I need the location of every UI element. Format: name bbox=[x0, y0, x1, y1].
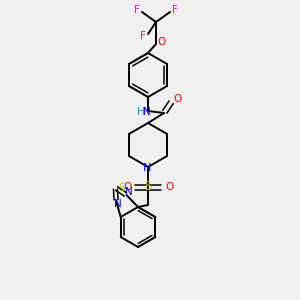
Text: N: N bbox=[143, 163, 151, 173]
Text: H: H bbox=[137, 107, 145, 117]
Text: F: F bbox=[172, 5, 178, 15]
Text: S: S bbox=[118, 183, 125, 193]
Text: N: N bbox=[143, 107, 151, 117]
Text: O: O bbox=[174, 94, 182, 104]
Text: F: F bbox=[134, 5, 140, 15]
Text: N: N bbox=[114, 199, 122, 209]
Text: S: S bbox=[144, 181, 152, 194]
Text: O: O bbox=[158, 37, 166, 47]
Text: O: O bbox=[165, 182, 173, 192]
Text: F: F bbox=[140, 31, 146, 41]
Text: O: O bbox=[123, 182, 131, 192]
Text: N: N bbox=[125, 187, 132, 197]
